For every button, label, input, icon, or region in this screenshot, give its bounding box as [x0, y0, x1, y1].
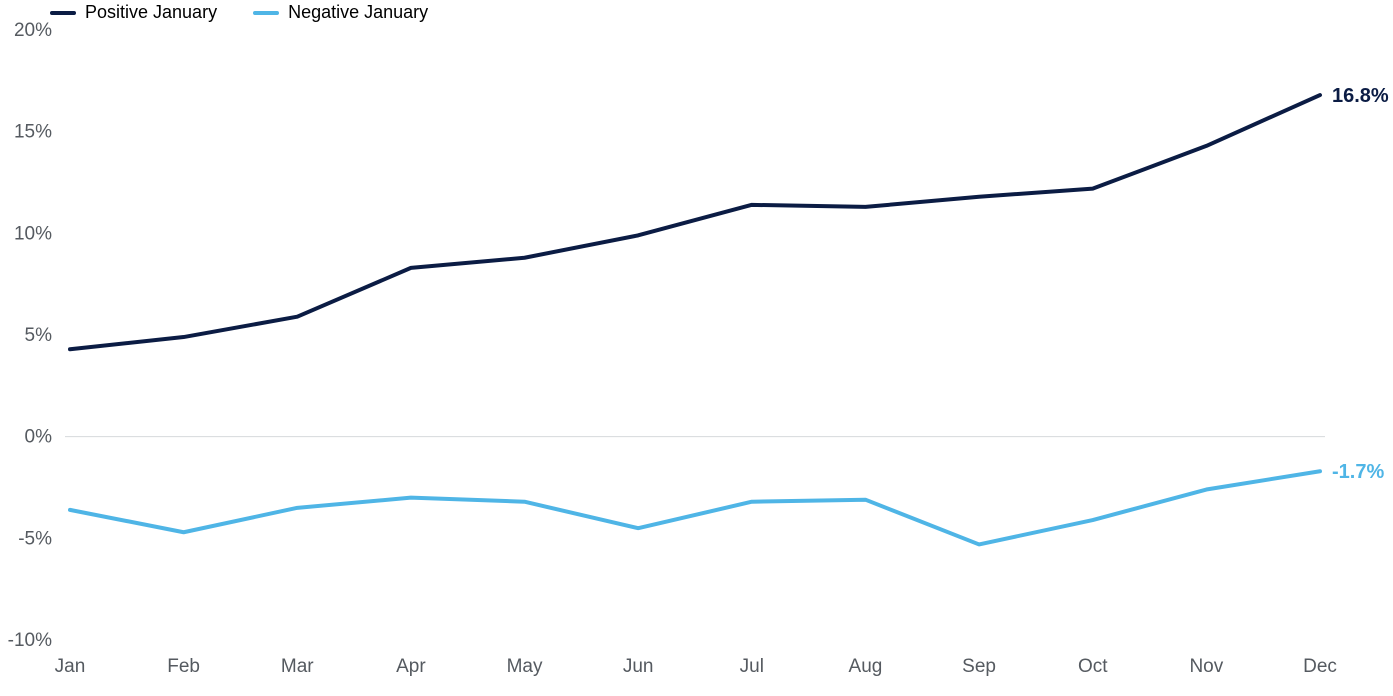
- x-tick-label: Aug: [849, 656, 883, 677]
- x-tick-label: Nov: [1189, 656, 1223, 677]
- x-tick-label: Mar: [281, 656, 314, 677]
- x-tick-label: Jun: [623, 656, 654, 677]
- y-tick-label: -5%: [18, 528, 52, 549]
- series-end-label-0: 16.8%: [1332, 85, 1389, 107]
- series-group: [70, 95, 1320, 544]
- x-tick-label: Oct: [1078, 656, 1108, 677]
- y-tick-label: -10%: [8, 630, 52, 651]
- x-tick-label: Dec: [1303, 656, 1337, 677]
- y-tick-label: 20%: [14, 20, 52, 41]
- x-axis: Jan Feb Mar Apr May Jun Jul Aug Sep Oct Nov Dec: [55, 656, 1337, 677]
- x-tick-label: Sep: [962, 656, 996, 677]
- end-labels: 16.8% -1.7%: [1332, 85, 1389, 483]
- x-tick-label: Jul: [740, 656, 764, 677]
- series-line-1: [70, 471, 1320, 544]
- y-tick-label: 10%: [14, 223, 52, 244]
- y-axis: -10% -5% 0% 5% 10% 15% 20%: [8, 20, 52, 651]
- x-tick-label: May: [507, 656, 543, 677]
- y-tick-label: 5%: [25, 325, 53, 346]
- x-tick-label: Feb: [167, 656, 200, 677]
- series-line-0: [70, 95, 1320, 349]
- y-tick-label: 15%: [14, 122, 52, 143]
- line-chart: Positive January Negative January -10%-5…: [0, 0, 1393, 696]
- y-tick-label: 0%: [25, 427, 53, 448]
- x-tick-label: Jan: [55, 656, 86, 677]
- chart-svg: -10%-5%0%5%10%15%20% JanFebMarAprMayJunJ…: [0, 0, 1393, 696]
- x-tick-label: Apr: [396, 656, 426, 677]
- series-end-label-1: -1.7%: [1332, 461, 1384, 483]
